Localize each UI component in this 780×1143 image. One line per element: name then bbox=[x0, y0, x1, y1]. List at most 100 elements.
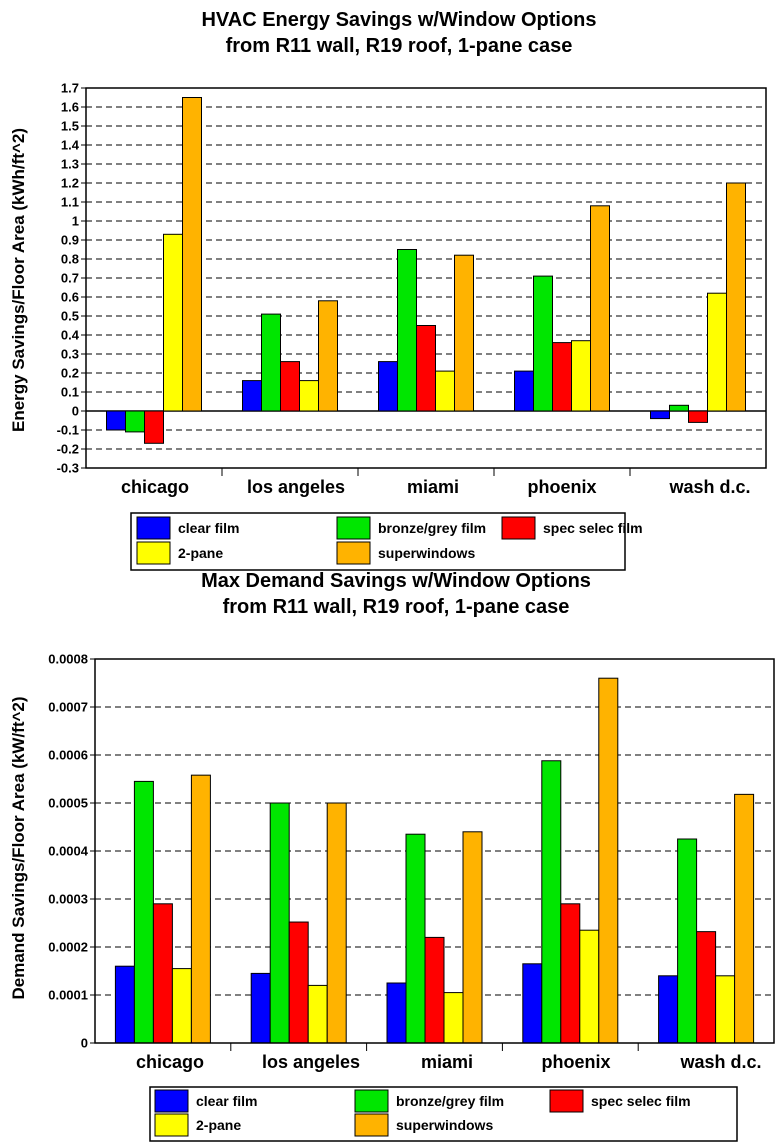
chart2-bars bbox=[114, 677, 755, 1044]
y-tick-label: 0.0001 bbox=[48, 988, 88, 1003]
bar-spec-selec-film-phoenix bbox=[560, 903, 581, 1044]
y-tick-label: 0.4 bbox=[61, 328, 80, 343]
bar-bronze-grey-film-los-angeles bbox=[261, 313, 281, 412]
bar-spec-selec-film-miami bbox=[416, 325, 436, 412]
legend-swatch bbox=[336, 516, 371, 540]
legend-label: 2-pane bbox=[196, 1117, 241, 1133]
y-tick-label: 0.0005 bbox=[48, 796, 88, 811]
y-tick-label: 0.2 bbox=[61, 366, 79, 381]
legend-label: clear film bbox=[178, 520, 239, 536]
category-label: wash d.c. bbox=[679, 1052, 761, 1072]
y-tick-label: 1.2 bbox=[61, 176, 79, 191]
chart2-categories: chicago los angeles miami phoenix wash d.c. bbox=[136, 1052, 762, 1072]
chart1-y-ticks: 1.7 1.6 1.5 1.4 1.3 1.2 1.1 1 0.9 0.8 0.7 0.6 0.5 0.4… bbox=[57, 81, 80, 476]
bar-clear-film-phoenix bbox=[514, 370, 534, 412]
bar-spec-selec-film-chicago bbox=[144, 410, 164, 444]
category-label: chicago bbox=[121, 477, 189, 497]
bar-2-pane-wash-d-c- bbox=[707, 292, 727, 412]
bar-2-pane-chicago bbox=[171, 968, 192, 1044]
legend-swatch bbox=[549, 1089, 584, 1113]
category-label: phoenix bbox=[527, 477, 596, 497]
y-tick-label: 0.0008 bbox=[48, 652, 88, 667]
y-tick-label: 1.5 bbox=[61, 119, 79, 134]
bar-spec-selec-film-chicago bbox=[152, 903, 173, 1044]
bar-bronze-grey-film-phoenix bbox=[533, 275, 553, 412]
bar-bronze-grey-film-miami bbox=[405, 833, 426, 1044]
legend-swatch bbox=[354, 1089, 389, 1113]
legend-label: bronze/grey film bbox=[378, 520, 486, 536]
bar-spec-selec-film-wash-d-c- bbox=[688, 410, 708, 423]
legend-label: spec selec film bbox=[591, 1093, 691, 1109]
y-tick-label: 0.6 bbox=[61, 290, 79, 305]
category-label: miami bbox=[421, 1052, 473, 1072]
bar-bronze-grey-film-chicago bbox=[133, 780, 154, 1044]
bar-clear-film-miami bbox=[378, 361, 398, 412]
bar-bronze-grey-film-miami bbox=[397, 249, 417, 412]
y-tick-label: 0.9 bbox=[61, 233, 79, 248]
bar-clear-film-phoenix bbox=[522, 963, 543, 1044]
energy-chart: HVAC Energy Savings w/Window Options fro… bbox=[9, 9, 767, 571]
bar-superwindows-miami bbox=[462, 831, 483, 1044]
y-tick-label: 0.0002 bbox=[48, 940, 88, 955]
chart1-legend: clear film bronze/grey film spec selec fil… bbox=[130, 512, 643, 571]
bar-superwindows-wash-d-c- bbox=[726, 182, 746, 412]
bar-2-pane-phoenix bbox=[571, 340, 591, 412]
legend-label: bronze/grey film bbox=[396, 1093, 504, 1109]
category-label: los angeles bbox=[247, 477, 345, 497]
bar-superwindows-los-angeles bbox=[326, 802, 347, 1044]
legend-label: clear film bbox=[196, 1093, 257, 1109]
bar-bronze-grey-film-wash-d-c- bbox=[677, 838, 698, 1044]
y-tick-label: 0 bbox=[81, 1036, 88, 1051]
legend-label: 2-pane bbox=[178, 545, 223, 561]
bar-2-pane-los-angeles bbox=[299, 380, 319, 412]
chart1-title: HVAC Energy Savings w/Window Options bbox=[201, 9, 596, 31]
bar-clear-film-chicago bbox=[106, 410, 126, 431]
bar-clear-film-los-angeles bbox=[250, 972, 271, 1044]
y-tick-label: -0.1 bbox=[57, 423, 79, 438]
y-tick-label: 1.1 bbox=[61, 195, 79, 210]
bar-superwindows-chicago bbox=[182, 97, 202, 412]
y-tick-label: 0.0003 bbox=[48, 892, 88, 907]
bar-spec-selec-film-miami bbox=[424, 936, 445, 1044]
y-tick-label: 0.1 bbox=[61, 385, 79, 400]
chart1-bars bbox=[106, 97, 746, 444]
bar-clear-film-los-angeles bbox=[242, 380, 262, 412]
bar-bronze-grey-film-phoenix bbox=[541, 760, 562, 1044]
legend-swatch bbox=[154, 1113, 189, 1137]
bar-bronze-grey-film-wash-d-c- bbox=[669, 404, 689, 412]
y-tick-label: 0.8 bbox=[61, 252, 79, 267]
bar-2-pane-phoenix bbox=[579, 929, 600, 1044]
chart2-legend: clear film bronze/grey film spec selec fil… bbox=[149, 1086, 738, 1142]
chart1-subtitle: from R11 wall, R19 roof, 1-pane case bbox=[226, 35, 573, 57]
y-tick-label: 0.3 bbox=[61, 347, 79, 362]
chart1-axes bbox=[81, 87, 767, 476]
bar-superwindows-phoenix bbox=[590, 205, 610, 412]
category-label: phoenix bbox=[541, 1052, 610, 1072]
bar-2-pane-miami bbox=[443, 992, 464, 1044]
legend-label: spec selec film bbox=[543, 520, 643, 536]
legend-swatch bbox=[136, 541, 171, 565]
category-label: wash d.c. bbox=[668, 477, 750, 497]
y-tick-label: -0.3 bbox=[57, 461, 79, 476]
y-tick-label: 1.3 bbox=[61, 157, 79, 172]
bar-clear-film-wash-d-c- bbox=[650, 410, 670, 420]
legend-box bbox=[149, 1086, 738, 1142]
bar-clear-film-chicago bbox=[114, 965, 135, 1044]
y-tick-label: 0.0007 bbox=[48, 700, 88, 715]
y-tick-label: 0.0006 bbox=[48, 748, 88, 763]
legend-box bbox=[130, 512, 626, 571]
bar-bronze-grey-film-chicago bbox=[125, 410, 145, 433]
category-label: chicago bbox=[136, 1052, 204, 1072]
bar-superwindows-los-angeles bbox=[318, 300, 338, 412]
category-label: miami bbox=[407, 477, 459, 497]
y-tick-label: 0.5 bbox=[61, 309, 79, 324]
y-tick-label: 0 bbox=[72, 404, 79, 419]
bar-superwindows-miami bbox=[454, 254, 474, 412]
legend-swatch bbox=[136, 516, 171, 540]
legend-swatch bbox=[336, 541, 371, 565]
chart2-title: Max Demand Savings w/Window Options bbox=[201, 570, 591, 592]
bar-spec-selec-film-los-angeles bbox=[280, 361, 300, 412]
y-tick-label: -0.2 bbox=[57, 442, 79, 457]
bar-superwindows-phoenix bbox=[598, 677, 619, 1044]
